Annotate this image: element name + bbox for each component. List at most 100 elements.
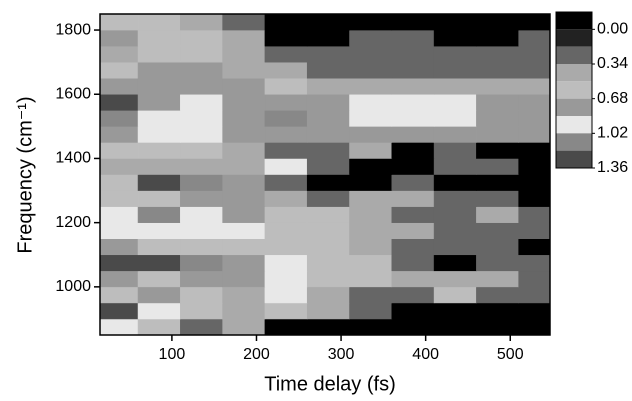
contour-cell: [476, 14, 520, 31]
contour-cell: [476, 174, 520, 191]
contour-cell: [222, 158, 266, 175]
contour-cell: [349, 29, 393, 47]
contour-cell: [433, 238, 477, 256]
contour-cell: [137, 254, 181, 272]
contour-cell: [433, 286, 477, 304]
contour-cell: [264, 45, 308, 63]
contour-cell: [391, 222, 435, 239]
colorbar-tick-label: 1.02: [597, 125, 628, 142]
colorbar-tick-label: 0.68: [597, 90, 628, 107]
colorbar-tick-label: 1.36: [597, 159, 628, 176]
contour-cell: [180, 29, 223, 47]
contour-cell: [349, 302, 393, 320]
contour-cell: [518, 110, 550, 127]
contour-cell: [137, 93, 181, 111]
colorbar-swatch: [556, 116, 592, 134]
contour-cell: [100, 318, 139, 335]
colorbar-frame: [555, 11, 593, 169]
contour-cell: [100, 254, 139, 272]
contour-cell: [100, 61, 139, 79]
contour-cell: [349, 222, 393, 239]
contour-cell: [391, 174, 435, 191]
contour-cell: [433, 45, 477, 63]
contour-cell: [518, 45, 550, 63]
contour-cell: [433, 318, 477, 335]
contour-cell: [222, 77, 266, 95]
contour-cell: [100, 77, 139, 95]
contour-cell: [433, 190, 477, 207]
contour-cell: [518, 302, 550, 320]
contour-cell: [476, 318, 520, 335]
contour-cell: [137, 45, 181, 63]
contour-cell: [180, 206, 223, 223]
contour-cell: [391, 254, 435, 272]
contour-cell: [222, 302, 266, 320]
contour-cell: [264, 190, 308, 207]
contour-cell: [349, 142, 393, 159]
contour-cell: [180, 174, 223, 191]
contour-cell: [264, 142, 308, 159]
contour-cell: [433, 222, 477, 239]
contour-cell: [306, 174, 350, 191]
contour-cell: [306, 254, 350, 272]
contour-cell: [306, 110, 350, 127]
contour-cell: [264, 14, 308, 31]
contour-cell: [476, 254, 520, 272]
y-tick-label: 1800: [55, 21, 91, 38]
contour-cell: [180, 61, 223, 79]
contour-cell: [264, 29, 308, 47]
contour-cell: [222, 174, 266, 191]
colorbar-swatch: [556, 150, 592, 168]
colorbar-swatch: [556, 12, 592, 30]
contour-cell: [180, 286, 223, 304]
contour-cell: [306, 206, 350, 223]
contour-cell: [476, 238, 520, 256]
contour-cell: [100, 206, 139, 223]
contour-cell: [180, 142, 223, 159]
colorbar-tick-label: 0.00: [597, 21, 628, 38]
contour-cell: [433, 270, 477, 288]
contour-cell: [306, 302, 350, 320]
contour-cell: [391, 190, 435, 207]
contour-cell: [306, 61, 350, 79]
colorbar-swatch: [556, 29, 592, 47]
contour-cell: [137, 206, 181, 223]
y-tick-label: 1600: [55, 85, 91, 102]
contour-cell: [433, 93, 477, 111]
contour-cell: [222, 93, 266, 111]
contour-cell: [137, 61, 181, 79]
contour-cell: [349, 270, 393, 288]
contour-cell: [137, 142, 181, 159]
contour-cell: [180, 318, 223, 335]
contour-cell: [518, 174, 550, 191]
contour-cell: [391, 158, 435, 175]
contour-cell: [433, 254, 477, 272]
contour-cell: [476, 45, 520, 63]
contour-cell: [264, 93, 308, 111]
contour-cell: [476, 206, 520, 223]
contour-cell: [180, 158, 223, 175]
contour-cell: [391, 286, 435, 304]
x-tick-label: 400: [412, 346, 439, 363]
contour-cell: [180, 238, 223, 256]
contour-cell: [518, 238, 550, 256]
contour-cell: [306, 126, 350, 143]
contour-cell: [100, 238, 139, 256]
x-tick-label: 100: [159, 346, 186, 363]
contour-cell: [518, 29, 550, 47]
contour-cell: [180, 270, 223, 288]
contour-cell: [222, 110, 266, 127]
contour-cell: [180, 126, 223, 143]
contour-cell: [349, 158, 393, 175]
contour-cell: [349, 318, 393, 335]
contour-cell: [391, 302, 435, 320]
contour-cell: [349, 286, 393, 304]
contour-cell: [518, 270, 550, 288]
x-axis-label: Time delay (fs): [264, 373, 396, 395]
contour-cell: [433, 158, 477, 175]
contour-cell: [137, 286, 181, 304]
contour-cell: [222, 14, 266, 31]
contour-cell: [476, 93, 520, 111]
contour-cell: [349, 238, 393, 256]
